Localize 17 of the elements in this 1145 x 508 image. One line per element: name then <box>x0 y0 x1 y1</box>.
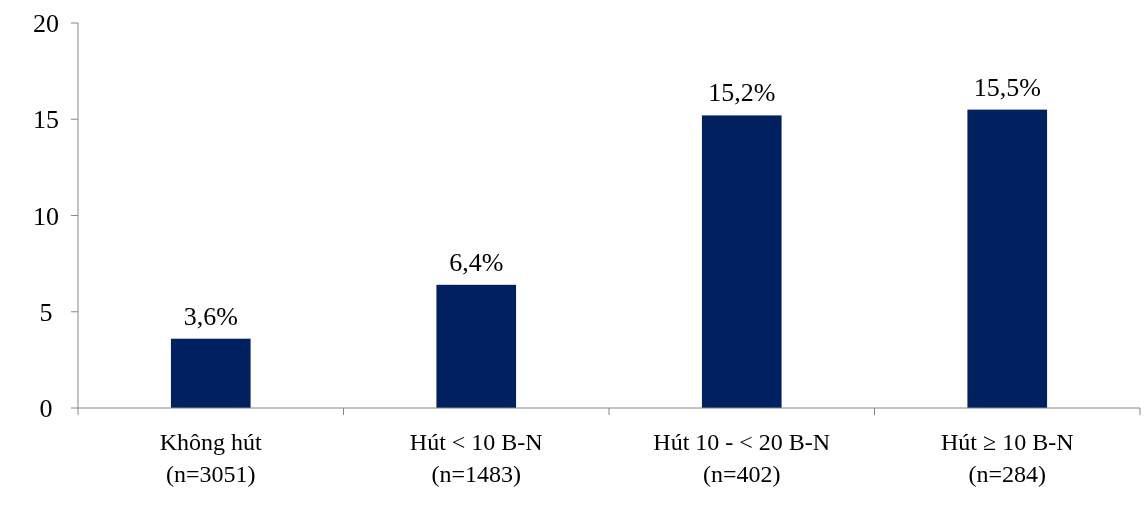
x-tick-label: Hút < 10 B-N (n=1483) <box>409 429 543 487</box>
x-tick-label: Không hút (n=3051) <box>159 429 263 487</box>
y-tick-label: 0 <box>39 394 53 424</box>
x-tick-label: Hút ≥ 10 B-N (n=284) <box>940 429 1074 487</box>
y-tick-label: 20 <box>33 9 59 39</box>
bar <box>170 338 251 408</box>
y-tick-label: 5 <box>39 297 53 327</box>
y-tick-label: 15 <box>33 105 59 135</box>
x-tick-label: Hút 10 - < 20 B-N (n=402) <box>653 429 831 487</box>
data-label: 6,4% <box>449 247 504 277</box>
bar <box>701 115 782 408</box>
data-label: 15,2% <box>708 78 776 108</box>
data-label: 3,6% <box>183 301 238 331</box>
bar <box>436 284 517 408</box>
y-tick-label: 10 <box>33 201 59 231</box>
data-label: 15,5% <box>973 72 1041 102</box>
bar <box>967 109 1048 408</box>
